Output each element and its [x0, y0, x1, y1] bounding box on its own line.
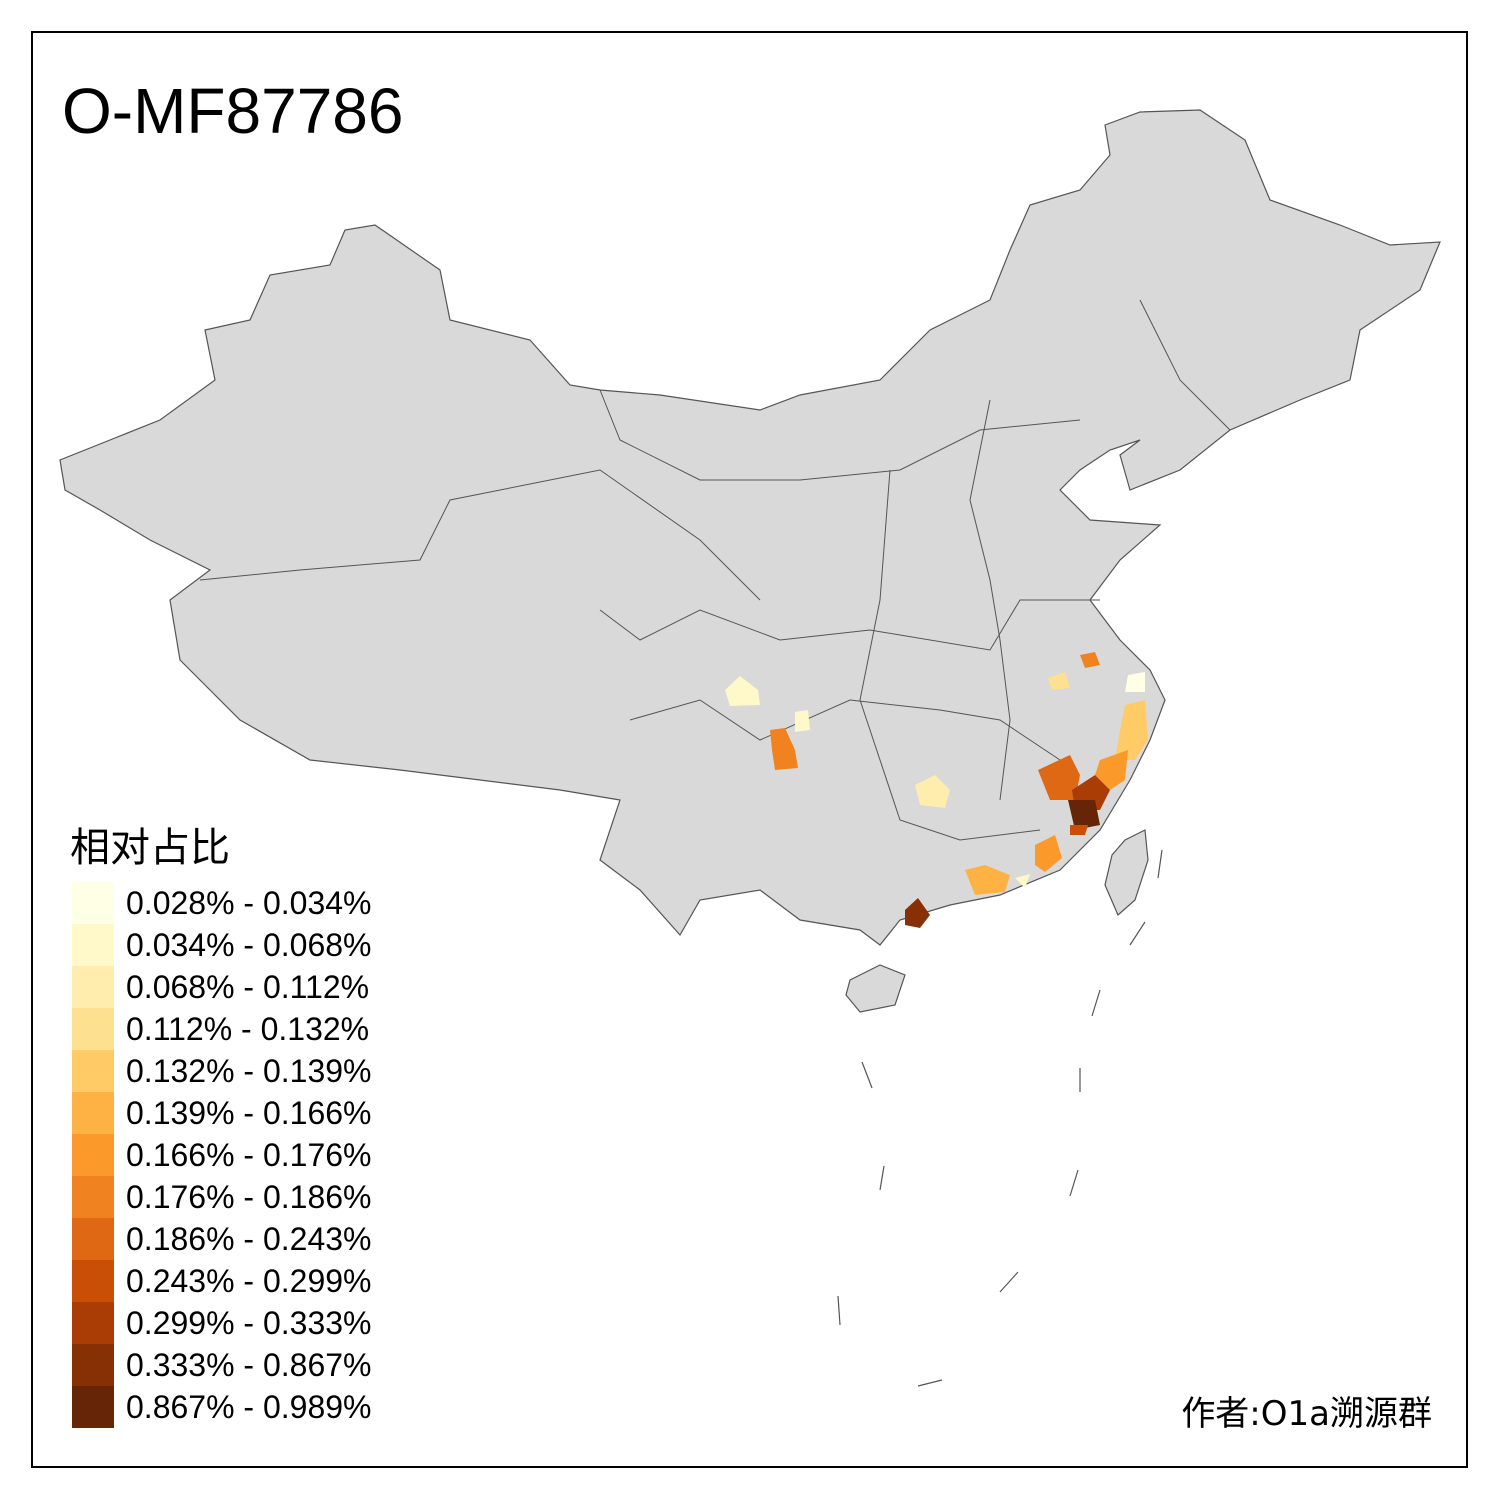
region-anhui-south	[1048, 672, 1070, 690]
legend-title: 相对占比	[70, 825, 230, 871]
taiwan	[1104, 829, 1149, 916]
region-fujian-south	[1070, 825, 1088, 835]
legend-label: 0.333% - 0.867%	[126, 1346, 372, 1383]
legend-swatch	[72, 1386, 114, 1428]
region-shanghai	[1125, 672, 1145, 692]
legend-label: 0.243% - 0.299%	[126, 1262, 372, 1299]
legend-swatch	[72, 1344, 114, 1386]
china-mainland	[59, 109, 1441, 946]
colored-regions	[725, 652, 1148, 928]
region-guangxi-south	[905, 898, 930, 928]
region-hunan	[915, 775, 950, 808]
map-title: O-MF87786	[62, 75, 404, 147]
region-chongqing	[770, 728, 798, 770]
legend-label: 0.176% - 0.186%	[126, 1178, 372, 1215]
legend-item: 0.112% - 0.132%	[72, 1008, 372, 1050]
legend-item: 0.132% - 0.139%	[72, 1050, 372, 1092]
south-china-sea-islands	[837, 849, 1163, 1387]
legend-swatch	[72, 966, 114, 1008]
region-jiangxi	[1038, 755, 1080, 800]
legend-item: 0.867% - 0.989%	[72, 1386, 372, 1428]
map-frame	[31, 31, 1468, 1468]
legend-item: 0.034% - 0.068%	[72, 924, 372, 966]
legend-label: 0.132% - 0.139%	[126, 1052, 372, 1089]
legend-swatch	[72, 1092, 114, 1134]
legend-item: 0.333% - 0.867%	[72, 1344, 372, 1386]
legend-label: 0.166% - 0.176%	[126, 1136, 372, 1173]
region-guangdong	[965, 865, 1010, 895]
legend-label: 0.034% - 0.068%	[126, 926, 372, 963]
legend-swatch	[72, 1260, 114, 1302]
legend-item: 0.139% - 0.166%	[72, 1092, 372, 1134]
legend-item: 0.243% - 0.299%	[72, 1260, 372, 1302]
legend-swatch	[72, 1176, 114, 1218]
legend-swatch	[72, 882, 114, 924]
region-zhejiang-south	[1095, 750, 1128, 790]
hainan	[845, 964, 906, 1013]
region-sichuan-east	[795, 710, 810, 732]
legend-swatch	[72, 1134, 114, 1176]
legend-label: 0.068% - 0.112%	[126, 968, 370, 1005]
legend-swatch	[72, 1218, 114, 1260]
legend-swatch	[72, 1302, 114, 1344]
author-credit: 作者:O1a溯源群	[1181, 1394, 1432, 1434]
legend-label: 0.139% - 0.166%	[126, 1094, 372, 1131]
region-chengdu	[725, 676, 760, 706]
legend-label: 0.112% - 0.132%	[126, 1010, 370, 1047]
region-guangdong-small	[1015, 874, 1030, 888]
legend-label: 0.299% - 0.333%	[126, 1304, 372, 1341]
region-anhui	[1080, 652, 1100, 668]
legend-swatch	[72, 1050, 114, 1092]
legend-item: 0.028% - 0.034%	[72, 882, 372, 924]
legend-label: 0.186% - 0.243%	[126, 1220, 372, 1257]
legend-item: 0.186% - 0.243%	[72, 1218, 372, 1260]
legend-item: 0.299% - 0.333%	[72, 1302, 372, 1344]
region-fujian	[1068, 800, 1100, 830]
legend: 0.028% - 0.034% 0.034% - 0.068% 0.068% - 0…	[72, 882, 372, 1428]
legend-item: 0.068% - 0.112%	[72, 966, 372, 1008]
province-borders	[199, 299, 1231, 841]
legend-swatch	[72, 1008, 114, 1050]
region-guangdong-east	[1035, 835, 1062, 872]
legend-swatch	[72, 924, 114, 966]
legend-item: 0.166% - 0.176%	[72, 1134, 372, 1176]
legend-label: 0.867% - 0.989%	[126, 1388, 372, 1425]
legend-label: 0.028% - 0.034%	[126, 884, 372, 921]
legend-item: 0.176% - 0.186%	[72, 1176, 372, 1218]
region-zhejiang	[1115, 700, 1148, 760]
